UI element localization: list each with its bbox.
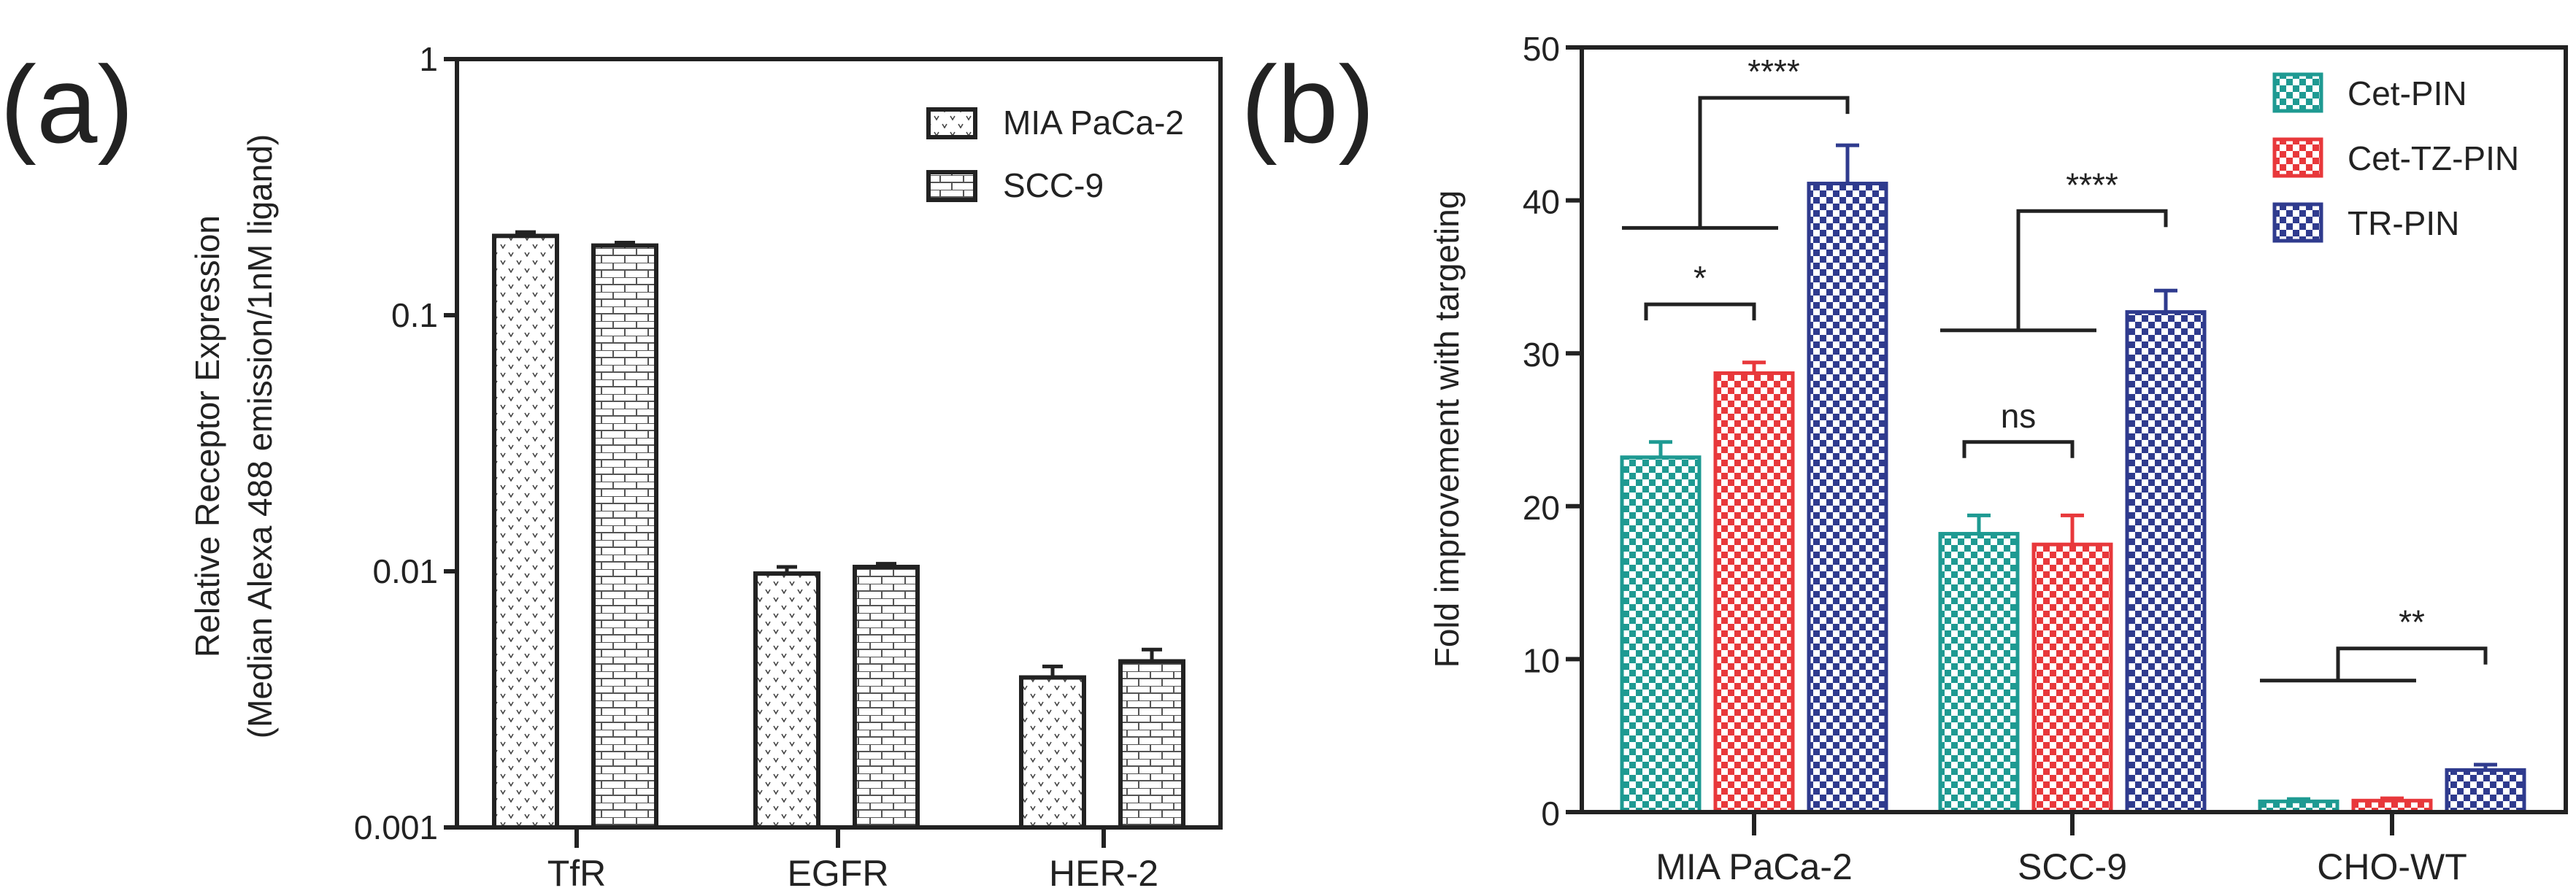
bar-cet-pin	[1620, 455, 1702, 814]
x-tick-label: EGFR	[788, 853, 889, 894]
bar-dots	[492, 233, 559, 830]
panel-b-label: (b)	[1241, 43, 1374, 166]
y-tick-label: 0.1	[391, 296, 438, 334]
legend-swatch	[2272, 137, 2323, 178]
error-bar	[2061, 513, 2084, 545]
error-bar	[2380, 796, 2404, 801]
bar-tr-pin	[2445, 768, 2526, 814]
error-bar	[615, 241, 635, 246]
error-bar	[876, 562, 896, 568]
error-bar	[1742, 360, 1766, 374]
legend-swatch	[2272, 72, 2323, 113]
y-tick-label: 30	[1523, 336, 1560, 374]
error-bar	[1649, 440, 1672, 457]
legend-label: MIA PaCa-2	[1003, 104, 1184, 142]
legend-swatch	[926, 107, 977, 139]
y-tick-label: 10	[1523, 641, 1560, 679]
error-bar	[515, 230, 536, 236]
axes-frame	[455, 57, 1223, 830]
significance-bracket	[1962, 440, 2075, 458]
error-bar	[1836, 143, 1859, 184]
y-tick-label: 20	[1523, 489, 1560, 527]
bar-tr-pin	[2125, 310, 2207, 814]
y-tick-label: 50	[1523, 30, 1560, 68]
bar-dots	[753, 571, 820, 830]
x-tick-label: HER-2	[1049, 853, 1158, 894]
error-bar	[2154, 288, 2177, 312]
panel-b: (b) Fold improvement with targeting 0 10 2…	[1241, 30, 2568, 887]
panel-a-ylabel-line2: (Median Alexa 488 emission/1nM ligand)	[241, 134, 279, 738]
legend-label: Cet-PIN	[2348, 74, 2467, 112]
error-bar	[1142, 647, 1162, 662]
panel-b-ylabel: Fold improvement with targeting	[1428, 190, 1466, 668]
significance-bracket	[1940, 209, 2168, 333]
significance-bracket	[1644, 302, 1756, 321]
legend-swatch	[926, 170, 977, 202]
x-tick-label: TfR	[547, 853, 607, 894]
legend-label: Cet-TZ-PIN	[2348, 139, 2519, 177]
legend-label: SCC-9	[1003, 166, 1104, 204]
bar-cet-pin	[1938, 532, 2020, 814]
bar-tr-pin	[1807, 182, 1888, 814]
y-tick-label: 0.01	[372, 552, 438, 590]
y-tick-label: 1	[419, 40, 438, 78]
error-bar	[1967, 513, 1991, 534]
panel-a-ylabel-line1: Relative Receptor Expression	[188, 215, 226, 657]
bar-cet-tz-pin	[1713, 371, 1795, 814]
x-tick-label: CHO-WT	[2317, 846, 2467, 887]
x-tick-label: SCC-9	[2018, 846, 2127, 887]
significance-bracket	[1622, 96, 1850, 230]
error-bar	[2474, 762, 2497, 771]
error-bar	[1042, 664, 1063, 678]
legend-label: TR-PIN	[2348, 204, 2459, 242]
x-tick-label: MIA PaCa-2	[1656, 846, 1853, 887]
bar-cet-tz-pin	[2031, 542, 2113, 814]
bar-brick	[1118, 659, 1185, 830]
significance-label: ns	[2001, 397, 2037, 435]
bar-brick	[591, 243, 658, 830]
significance-bracket	[2260, 646, 2488, 683]
bar-dots	[1019, 675, 1086, 830]
significance-label: ****	[2066, 166, 2118, 204]
y-tick-label: 40	[1523, 183, 1560, 221]
error-bar	[2287, 797, 2310, 802]
panel-a-label: (a)	[0, 43, 134, 166]
bar-brick	[853, 565, 920, 830]
significance-label: ****	[1748, 53, 1800, 90]
y-tick-label: 0	[1541, 795, 1560, 833]
panel-a: (a) Relative Receptor Expression (Median…	[0, 40, 1223, 894]
axes-frame	[1580, 45, 2568, 814]
significance-label: **	[2399, 603, 2425, 641]
significance-label: *	[1693, 259, 1707, 297]
y-tick-label: 0.001	[354, 808, 438, 846]
error-bar	[777, 565, 797, 574]
legend-swatch	[2272, 202, 2323, 243]
